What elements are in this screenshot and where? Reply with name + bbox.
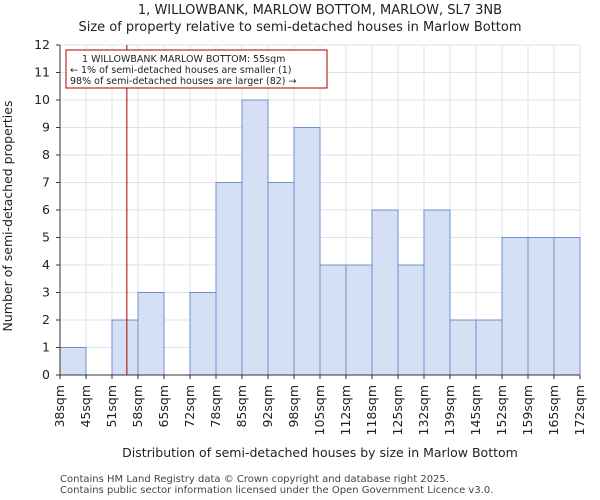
x-tick-label: 45sqm bbox=[78, 385, 93, 428]
bars bbox=[59, 99, 581, 376]
x-tick-label: 98sqm bbox=[286, 385, 301, 428]
y-tick-label: 1 bbox=[42, 340, 50, 355]
bar bbox=[449, 319, 477, 376]
x-tick-label: 165sqm bbox=[546, 385, 561, 435]
x-tick-label: 125sqm bbox=[390, 385, 405, 435]
bar bbox=[345, 264, 373, 376]
y-tick-label: 2 bbox=[42, 312, 50, 327]
bar bbox=[111, 319, 139, 376]
bar bbox=[527, 237, 555, 376]
x-tick-label: 112sqm bbox=[338, 385, 353, 435]
annotation-line-2: ← 1% of semi-detached houses are smaller… bbox=[70, 65, 291, 76]
x-tick-label: 38sqm bbox=[52, 385, 67, 428]
bar bbox=[293, 127, 321, 376]
y-tick-label: 12 bbox=[34, 37, 50, 52]
annotation-line-1: 1 WILLOWBANK MARLOW BOTTOM: 55sqm bbox=[82, 54, 285, 65]
bar bbox=[553, 237, 581, 376]
bar bbox=[267, 182, 295, 376]
x-tick-label: 65sqm bbox=[156, 385, 171, 428]
y-tick-label: 3 bbox=[42, 285, 50, 300]
annotation-box: 1 WILLOWBANK MARLOW BOTTOM: 55sqm ← 1% o… bbox=[65, 49, 328, 89]
x-tick-label: 159sqm bbox=[520, 385, 535, 435]
y-tick-label: 6 bbox=[42, 202, 50, 217]
x-tick-label: 172sqm bbox=[572, 385, 587, 435]
x-tick-label: 118sqm bbox=[364, 385, 379, 435]
x-tick-label: 92sqm bbox=[260, 385, 275, 428]
y-tick-label: 10 bbox=[34, 92, 50, 107]
footer-line-2: Contains public sector information licen… bbox=[60, 485, 494, 496]
bar bbox=[423, 209, 451, 376]
y-tick-label: 11 bbox=[34, 65, 50, 80]
bar bbox=[241, 99, 269, 376]
x-tick-label: 132sqm bbox=[416, 385, 431, 435]
bar bbox=[59, 347, 87, 376]
chart-title: 1, WILLOWBANK, MARLOW BOTTOM, MARLOW, SL… bbox=[138, 3, 502, 18]
x-tick-label: 139sqm bbox=[442, 385, 457, 435]
footer-line-1: Contains HM Land Registry data © Crown c… bbox=[60, 474, 449, 485]
bar bbox=[475, 319, 503, 376]
bar bbox=[189, 292, 217, 376]
bar-chart: 1, WILLOWBANK, MARLOW BOTTOM, MARLOW, SL… bbox=[0, 3, 587, 460]
y-tick-label: 7 bbox=[42, 175, 50, 190]
bar bbox=[215, 182, 243, 376]
y-tick-label: 9 bbox=[42, 120, 50, 135]
x-tick-labels: 38sqm 45sqm 51sqm 58sqm 65sqm 72sqm 78sqm 85sqm… bbox=[52, 375, 587, 435]
annotation-line-3: 98% of semi-detached houses are larger (… bbox=[70, 76, 297, 87]
bar bbox=[371, 209, 399, 376]
annotation-frame bbox=[65, 49, 328, 89]
bar bbox=[319, 264, 347, 376]
x-tick-label: 85sqm bbox=[234, 385, 249, 428]
x-axis-label: Distribution of semi-detached houses by … bbox=[122, 445, 518, 460]
bar bbox=[501, 237, 529, 376]
bar bbox=[397, 264, 425, 376]
x-tick-label: 72sqm bbox=[182, 385, 197, 428]
x-tick-label: 51sqm bbox=[104, 385, 119, 428]
y-tick-label: 8 bbox=[42, 147, 50, 162]
x-tick-label: 78sqm bbox=[208, 385, 223, 428]
x-tick-label: 145sqm bbox=[468, 385, 483, 435]
bar bbox=[137, 292, 165, 376]
y-tick-label: 4 bbox=[42, 257, 50, 272]
y-tick-label: 5 bbox=[42, 230, 50, 245]
y-tick-label: 0 bbox=[42, 367, 50, 382]
chart-subtitle: Size of property relative to semi-detach… bbox=[78, 20, 521, 35]
x-tick-label: 58sqm bbox=[130, 385, 145, 428]
y-axis-label: Number of semi-detached properties bbox=[0, 101, 15, 332]
x-tick-label: 105sqm bbox=[312, 385, 327, 435]
x-tick-label: 152sqm bbox=[494, 385, 509, 435]
